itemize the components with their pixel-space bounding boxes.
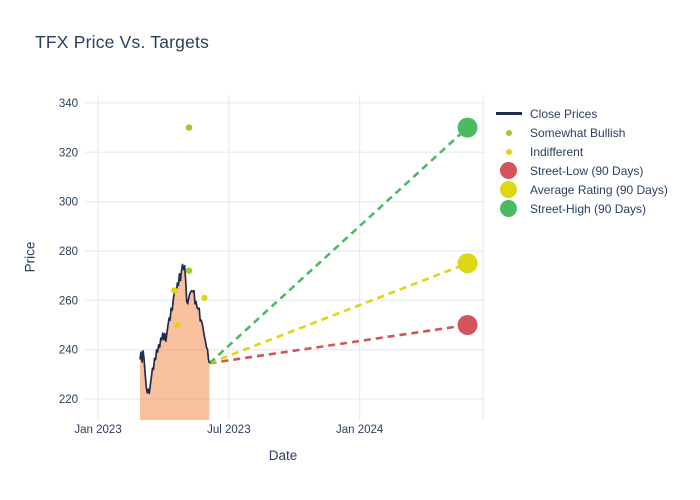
indifferent-rating-dot — [174, 321, 181, 329]
legend-item-label: Indifferent — [530, 144, 584, 159]
average-rating-projection-line — [209, 262, 469, 365]
y-tick-label: 220 — [59, 394, 78, 406]
indifferent-rating-dot — [201, 294, 208, 302]
legend-item-label: Close Prices — [530, 106, 598, 121]
legend-item-average-rating-90-days[interactable]: Average Rating (90 Days) — [491, 180, 668, 199]
y-tick-label: 240 — [59, 345, 78, 357]
y-tick-label: 300 — [59, 197, 78, 209]
legend-item-label: Average Rating (90 Days) — [530, 182, 668, 197]
street-low-target-marker — [457, 314, 478, 335]
average-rating-target-marker — [457, 253, 478, 274]
y-tick-label: 280 — [59, 246, 78, 258]
indifferent-rating-dot — [171, 287, 178, 294]
legend-item-label: Street-High (90 Days) — [530, 201, 647, 216]
somewhat-bullish-rating-dot — [185, 124, 193, 131]
average-rating-90-days-swatch-icon — [491, 181, 526, 198]
legend: Close Prices Somewhat Bullish Indifferent S… — [491, 104, 668, 218]
x-tick-label: Jul 2023 — [207, 424, 250, 436]
legend-item-close-prices[interactable]: Close Prices — [491, 104, 668, 123]
y-axis-title: Price — [22, 241, 38, 273]
street-high-projection-line — [208, 126, 469, 365]
y-tick-label: 260 — [59, 295, 78, 307]
x-axis-title: Date — [268, 448, 298, 463]
somewhat-bullish-rating-dot — [185, 267, 193, 274]
legend-item-street-low-90-days[interactable]: Street-Low (90 Days) — [491, 161, 668, 180]
y-tick-label: 320 — [59, 147, 78, 159]
street-low-projection-line — [209, 323, 468, 365]
close-prices-swatch-icon — [491, 112, 526, 115]
somewhat-bullish-swatch-icon — [491, 129, 526, 136]
legend-item-street-high-90-days[interactable]: Street-High (90 Days) — [491, 199, 668, 218]
x-tick-label: Jan 2024 — [336, 424, 384, 436]
x-tick-label: Jan 2023 — [74, 424, 121, 436]
legend-item-somewhat-bullish[interactable]: Somewhat Bullish — [491, 123, 668, 142]
y-tick-label: 340 — [59, 98, 78, 110]
chart-title: TFX Price Vs. Targets — [35, 32, 210, 52]
street-high-target-marker — [457, 117, 478, 138]
street-low-90-days-swatch-icon — [491, 162, 526, 179]
indifferent-swatch-icon — [491, 148, 526, 155]
legend-item-label: Street-Low (90 Days) — [530, 163, 644, 178]
legend-item-indifferent[interactable]: Indifferent — [491, 142, 668, 161]
legend-item-label: Somewhat Bullish — [530, 125, 626, 140]
street-high-90-days-swatch-icon — [491, 200, 526, 217]
close-prices-area — [140, 264, 210, 420]
